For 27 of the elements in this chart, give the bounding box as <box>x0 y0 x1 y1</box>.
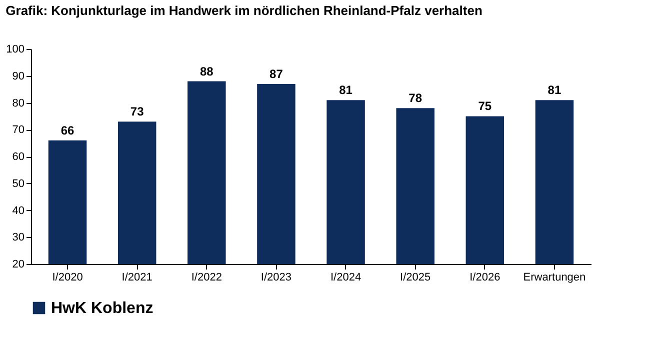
y-tick-label: 100 <box>6 44 24 56</box>
y-tick-label: 30 <box>12 232 24 244</box>
x-tick-label: I/2026 <box>470 272 500 284</box>
data-label: 78 <box>408 91 422 106</box>
y-tick-label: 70 <box>12 124 24 136</box>
x-tick-label: I/2021 <box>122 272 152 284</box>
y-tick-label: 90 <box>12 70 24 82</box>
x-tick-label: I/2023 <box>260 272 292 284</box>
legend-label: HwK Koblenz <box>51 300 154 317</box>
x-tick-label: Erwartungen <box>523 272 586 284</box>
data-label: 66 <box>60 123 75 138</box>
data-label: 87 <box>270 66 284 81</box>
y-tick-label: 60 <box>12 151 24 163</box>
data-label: 81 <box>339 83 353 98</box>
x-tick-label: I/2022 <box>191 272 222 284</box>
y-tick-label: 80 <box>12 97 24 110</box>
data-label: 88 <box>200 64 214 78</box>
y-tick-label: 20 <box>12 258 24 270</box>
y-tick-label: 40 <box>12 204 24 217</box>
x-tick-label: I/2024 <box>330 272 362 284</box>
y-tick-label: 50 <box>12 178 24 190</box>
x-tick-label: I/2020 <box>52 272 83 284</box>
chart-title: Grafik: Konjunkturlage im Handwerk im nördlichen Rheinland-Pfalz verhalten <box>6 3 482 18</box>
data-label: 75 <box>478 99 492 114</box>
data-label: 81 <box>548 83 562 98</box>
x-tick-label: I/2025 <box>400 272 431 284</box>
data-label: 73 <box>130 104 144 119</box>
